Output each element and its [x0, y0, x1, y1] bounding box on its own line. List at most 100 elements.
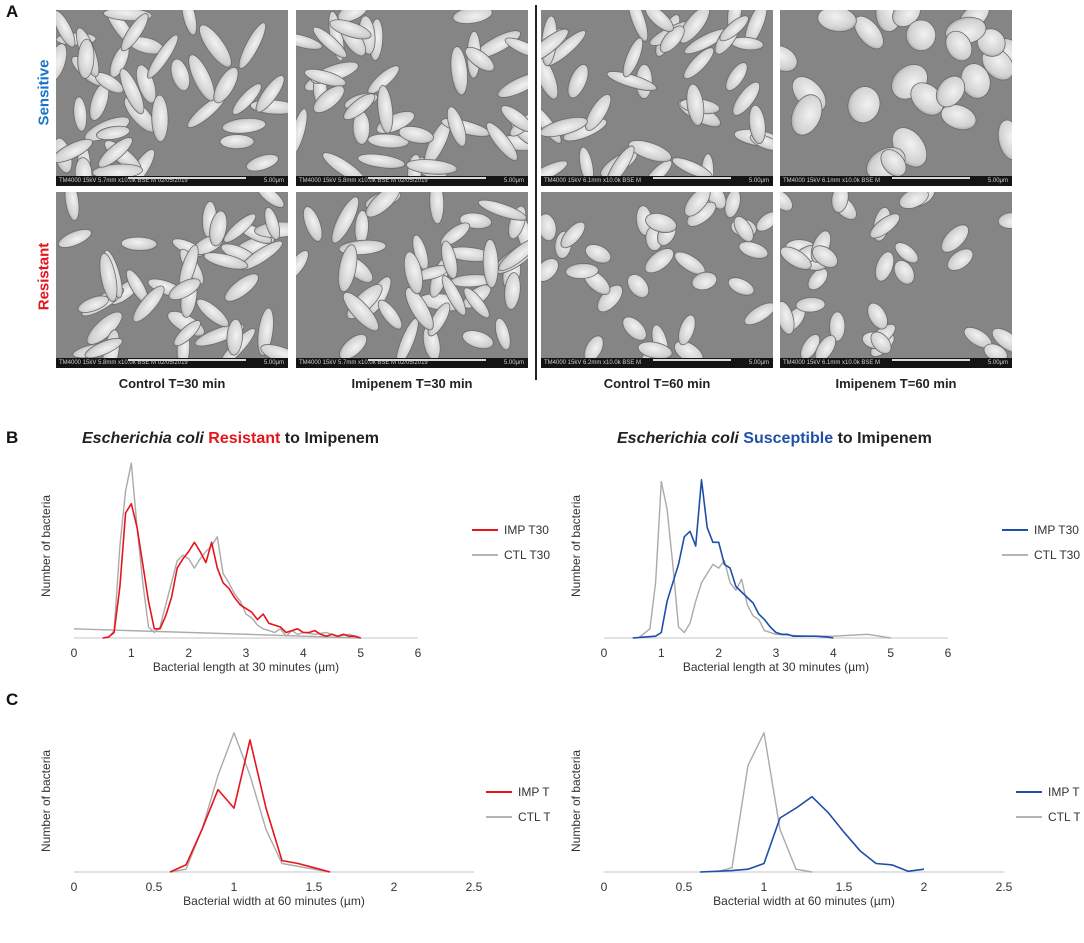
x-tick-label: 4 [830, 646, 837, 660]
scale-bar-label: 5.00μm [748, 178, 769, 184]
y-axis-label: Number of bacteria [39, 750, 53, 852]
title-species: Escherichia coli [82, 430, 204, 447]
sem-image-sensitive-control-t30: TM4000 15kV 5.7mm x10.0k BSE M 02/05/201… [56, 10, 288, 186]
x-tick-label: 2 [391, 880, 398, 894]
series-line-imp-t60 [169, 739, 331, 873]
legend-label: IMP T30 [1034, 523, 1079, 537]
legend-label: IMP T60 [518, 785, 550, 799]
scale-bar-line [368, 359, 486, 361]
title-suffix: to Imipenem [837, 430, 932, 447]
x-axis-label: Bacterial length at 30 minutes (µm) [683, 660, 869, 674]
legend-label: CTL T30 [1034, 548, 1080, 562]
series-line-imp-t30 [632, 479, 834, 639]
series-line-imp-t60 [699, 795, 925, 873]
legend-label: IMP T60 [1048, 785, 1080, 799]
x-tick-label: 6 [415, 646, 422, 660]
series-line-imp-t30 [102, 502, 361, 639]
legend-label: CTL T60 [1048, 810, 1080, 824]
chart-c-right: 0 0.5 1 1.5 2 2.5 Bacterial width at 60 minute… [560, 706, 1084, 938]
scale-bar-line [892, 359, 970, 361]
x-tick-label: 3 [773, 646, 780, 660]
x-tick-label: 0 [601, 880, 608, 894]
sem-caption-bar: TM4000 15kV 6.2mm x10.0k BSE M [541, 358, 773, 368]
sem-caption-bar: TM4000 15kV 5.8mm x10.0k BSE M 02/05/201… [56, 358, 288, 368]
chart-b-left: 0 1 2 3 4 5 6 Bacterial length at 30 minutes (µ… [30, 440, 550, 680]
chart-c-left: 0 0.5 1 1.5 2 2.5 Bacterial width at 60 minute… [30, 706, 564, 938]
sem-caption-bar: TM4000 15kV 5.8mm x10.0k BSE M 02/05/201… [296, 176, 528, 186]
x-tick-label: 0 [71, 646, 78, 660]
panel-b-letter: B [6, 428, 19, 447]
legend-label: CTL T60 [518, 810, 550, 824]
x-tick-label: 5 [887, 646, 894, 660]
sem-image-resistant-imipenem-t30: TM4000 15kV 5.7mm x10.0k BSE M 02/05/201… [296, 192, 528, 368]
sem-caption-bar: TM4000 15kV 5.7mm x10.0k BSE M 02/05/201… [296, 358, 528, 368]
sem-image-sensitive-imipenem-t60: TM4000 15kV 6.1mm x10.0k BSE M 5.00μm [780, 10, 1012, 186]
x-tick-label: 1 [761, 880, 768, 894]
sem-image-resistant-control-t60: TM4000 15kV 6.2mm x10.0k BSE M 5.00μm [541, 192, 773, 368]
sem-caption-bar: TM4000 15kV 6.1mm x10.0k BSE M [780, 176, 1012, 186]
series-line-ctl-t60 [169, 732, 331, 873]
scale-bar-line [368, 177, 486, 179]
panel-a-letter: A [6, 2, 19, 21]
x-tick-label: 2.5 [996, 880, 1013, 894]
x-tick-label: 1.5 [306, 880, 323, 894]
title-suffix: to Imipenem [284, 430, 380, 447]
series-line-ctl-t30 [73, 462, 362, 639]
legend-label: CTL T30 [504, 548, 550, 562]
x-tick-label: 1 [128, 646, 135, 660]
scale-bar-label: 5.00μm [748, 360, 769, 366]
panel-a-divider [535, 5, 537, 380]
column-label-imipenem-t30: Imipenem T=30 min [351, 376, 473, 391]
x-tick-label: 2 [715, 646, 722, 660]
x-tick-label: 0.5 [676, 880, 693, 894]
x-tick-label: 4 [300, 646, 307, 660]
scale-bar-label: 5.00μm [503, 360, 524, 366]
x-tick-label: 1 [231, 880, 238, 894]
x-tick-label: 0 [601, 646, 608, 660]
chart-b-right: 0 1 2 3 4 5 6 Bacterial length at 30 minutes (µ… [560, 440, 1080, 680]
panel-c-letter: C [6, 690, 19, 709]
column-label-control-t60: Control T=60 min [603, 376, 711, 391]
x-tick-label: 0 [71, 880, 78, 894]
legend-label: IMP T30 [504, 523, 549, 537]
line-chart-svg: 0 1 2 3 4 5 6 Bacterial length at 30 minutes (µ… [569, 479, 1080, 674]
title-highlight: Resistant [208, 430, 281, 447]
x-axis-label: Bacterial width at 60 minutes (µm) [713, 894, 895, 908]
chart-title-susceptible: Escherichia coli Susceptible to Imipenem [617, 430, 932, 448]
series-line-ctl-t30 [637, 480, 891, 639]
y-axis-label: Number of bacteria [39, 495, 53, 597]
x-axis-label: Bacterial length at 30 minutes (µm) [153, 660, 339, 674]
y-axis-label: Number of bacteria [569, 495, 583, 597]
scale-bar-label: 5.00μm [987, 360, 1008, 366]
sem-image-sensitive-imipenem-t30: TM4000 15kV 5.8mm x10.0k BSE M 02/05/201… [296, 10, 528, 186]
scale-bar-label: 5.00μm [263, 360, 284, 366]
x-tick-label: 3 [243, 646, 250, 660]
scale-bar-line [653, 359, 731, 361]
title-species: Escherichia coli [617, 430, 739, 447]
scale-bar-line [128, 359, 246, 361]
sem-image-resistant-imipenem-t60: TM4000 15kV 6.1mm x10.0k BSE M 5.00μm [780, 192, 1012, 368]
y-axis-label: Number of bacteria [569, 750, 583, 852]
x-tick-label: 1.5 [836, 880, 853, 894]
x-tick-label: 2.5 [466, 880, 483, 894]
column-label-control-t30: Control T=30 min [118, 376, 226, 391]
sem-caption-bar: TM4000 15kV 5.7mm x10.0k BSE M 02/05/201… [56, 176, 288, 186]
x-tick-label: 0.5 [146, 880, 163, 894]
x-tick-label: 6 [945, 646, 952, 660]
row-label-resistant: Resistant [35, 242, 53, 311]
scale-bar-line [892, 177, 970, 179]
row-label-sensitive: Sensitive [35, 59, 53, 126]
scale-bar-label: 5.00μm [503, 178, 524, 184]
x-tick-label: 5 [357, 646, 364, 660]
scale-bar-label: 5.00μm [987, 178, 1008, 184]
line-chart-svg: 0 1 2 3 4 5 6 Bacterial length at 30 minutes (µ… [39, 462, 550, 674]
title-highlight: Susceptible [743, 430, 834, 447]
x-tick-label: 1 [658, 646, 665, 660]
x-axis-label: Bacterial width at 60 minutes (µm) [183, 894, 365, 908]
sem-caption-bar: TM4000 15kV 6.1mm x10.0k BSE M [541, 176, 773, 186]
chart-title-resistant: Escherichia coli Resistant to Imipenem [82, 430, 379, 448]
scale-bar-line [653, 177, 731, 179]
line-chart-svg: 0 0.5 1 1.5 2 2.5 Bacterial width at 60 minute… [39, 732, 564, 908]
scale-bar-label: 5.00μm [263, 178, 284, 184]
series-line-ctl-t60 [715, 732, 813, 873]
